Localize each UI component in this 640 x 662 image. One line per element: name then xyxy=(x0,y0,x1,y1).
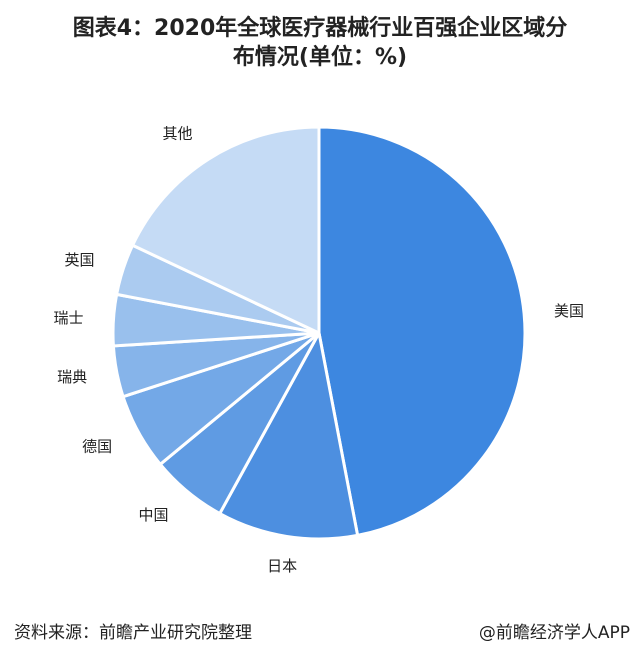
pie-slice-label: 瑞士 xyxy=(53,309,83,327)
source-note: 资料来源：前瞻产业研究院整理 xyxy=(14,623,252,643)
pie-slice xyxy=(131,125,321,335)
brand-credit: @前瞻经济学人APP xyxy=(478,623,630,643)
chart-title: 图表4：2020年全球医疗器械行业百强企业区域分 布情况(单位：%) xyxy=(0,14,640,72)
pie-slice-label: 德国 xyxy=(82,438,112,456)
pie-slice-label: 英国 xyxy=(65,251,95,269)
pie-slice-label: 中国 xyxy=(139,506,169,524)
pie-slice-label: 美国 xyxy=(554,302,584,320)
chart-title-line1: 图表4：2020年全球医疗器械行业百强企业区域分 xyxy=(72,16,568,41)
pie-slice-label: 其他 xyxy=(163,125,193,143)
chart-title-line2: 布情况(单位：%) xyxy=(232,45,408,70)
pie-slice xyxy=(218,331,360,541)
pie-slice-label: 瑞典 xyxy=(57,368,87,386)
pie-slice-label: 日本 xyxy=(267,557,297,575)
pie-slice xyxy=(317,125,527,537)
